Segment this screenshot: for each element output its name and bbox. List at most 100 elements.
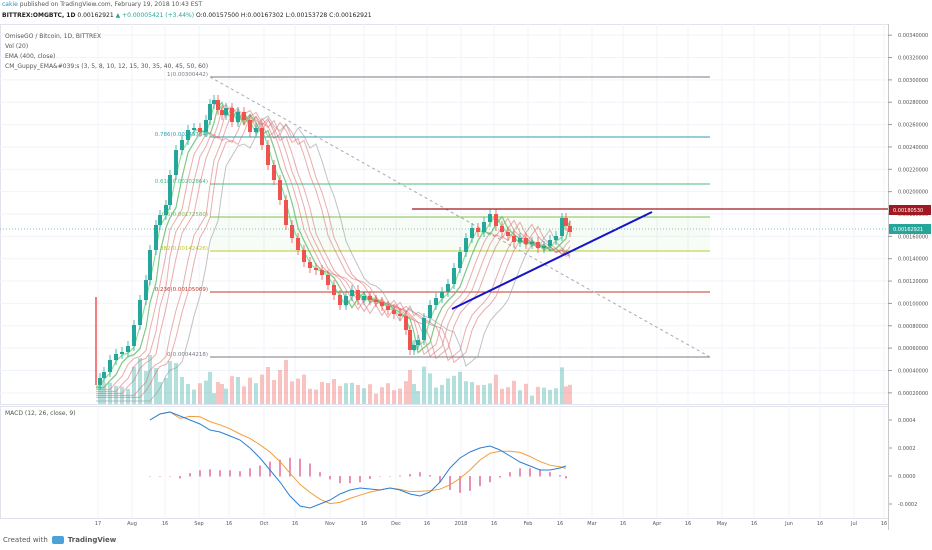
candle-body xyxy=(314,268,318,270)
candle-body xyxy=(404,316,408,330)
price-tag xyxy=(889,205,931,215)
macd-histogram-bar xyxy=(219,470,221,477)
volume-bar xyxy=(98,385,102,404)
candle-body xyxy=(344,296,348,305)
volume-bar xyxy=(428,373,432,404)
candle-body xyxy=(144,280,148,300)
candle-body xyxy=(392,310,396,314)
candle-body xyxy=(236,112,240,122)
candle-body xyxy=(536,242,540,248)
volume-bar xyxy=(488,383,492,404)
macd-histogram-bar xyxy=(149,476,151,477)
volume-bar xyxy=(132,366,136,404)
macd-pane-border xyxy=(0,406,889,519)
candle-body xyxy=(530,242,534,244)
axes: 0.00340000 0.00320000 0.00300000 0.00280000… xyxy=(95,24,931,530)
candle-body xyxy=(320,270,324,275)
candle-body xyxy=(332,285,336,295)
tradingview-brand[interactable]: TradingView xyxy=(67,536,117,544)
macd-tick-label: 0.0004 xyxy=(898,418,916,424)
volume-bar xyxy=(212,393,216,404)
legend-ema[interactable]: EMA (400, close) xyxy=(5,53,56,60)
legend-guppy[interactable]: CM_Guppy_EMA&#039;s (3, 5, 8, 10, 12, 15… xyxy=(5,63,209,70)
volume-bar xyxy=(260,374,264,404)
volume-bar xyxy=(198,383,202,404)
macd-histogram-bar xyxy=(249,468,251,477)
candle-body xyxy=(446,284,450,292)
price-tag-label: 0.00180530 xyxy=(893,208,923,214)
volume-bar xyxy=(476,385,480,404)
candle-body xyxy=(542,246,546,248)
candle-body xyxy=(518,238,522,242)
high-value: 0.00167302 xyxy=(247,12,284,19)
candle-body xyxy=(308,262,312,268)
macd-line xyxy=(149,411,567,509)
fib-level-label: 0.236(0.00105069) xyxy=(155,287,208,293)
macd-histogram-bar xyxy=(479,476,481,487)
time-tick-label: 16 xyxy=(162,521,168,527)
volume-bar xyxy=(272,380,276,404)
candle-body xyxy=(560,218,564,236)
candle-body xyxy=(290,225,294,238)
volume-bar xyxy=(220,384,224,404)
author-link[interactable]: cakie xyxy=(2,1,18,8)
macd-tick-label: 0.0002 xyxy=(898,446,916,452)
candle-body xyxy=(386,306,390,310)
macd-histogram-bar xyxy=(509,472,511,477)
macd-histogram-bar xyxy=(449,476,451,490)
guppy-ema-line xyxy=(96,115,571,402)
volume-bar xyxy=(332,379,336,404)
fib-level-label: 0.382(0.00142426) xyxy=(155,246,208,252)
low-value: 0.00153728 xyxy=(290,12,328,19)
volume-bar xyxy=(398,388,402,404)
trend-drawings[interactable] xyxy=(0,208,888,310)
candle-body xyxy=(476,228,480,232)
fib-level-label: 0(0.00044218) xyxy=(167,352,208,358)
volume-bar xyxy=(338,386,342,404)
time-tick-label: 16 xyxy=(292,521,298,527)
volume-bar xyxy=(290,381,294,404)
macd-pane: 0.0004 0.0002 0.0000 -0.0002 xyxy=(149,411,917,509)
candle-body xyxy=(362,296,366,300)
macd-histogram-bar xyxy=(369,476,371,479)
candle-body xyxy=(428,305,432,318)
time-tick-label: Apr xyxy=(653,521,663,527)
candle-body xyxy=(326,275,330,285)
volume-bar xyxy=(174,363,178,404)
candle-body xyxy=(524,238,528,244)
candle-body xyxy=(132,325,136,346)
candle-body xyxy=(260,128,264,145)
fib-level-label: 1(0.00300442) xyxy=(167,72,208,78)
macd-histogram-bar xyxy=(239,471,241,477)
volume-bar xyxy=(548,389,552,404)
volume-bar xyxy=(464,381,468,404)
candle-body xyxy=(554,236,558,240)
volume-bar xyxy=(542,387,546,404)
price-tick-label: 0.00140000 xyxy=(898,257,928,263)
volume-bar xyxy=(138,358,142,404)
open-label: O: xyxy=(196,12,203,19)
macd-legend[interactable]: MACD (12, 26, close, 9) xyxy=(5,410,76,417)
volume-bars xyxy=(98,355,572,404)
guppy-ema-line xyxy=(96,109,571,396)
price-tick-label: 0.00320000 xyxy=(898,56,928,62)
support-trendline xyxy=(451,211,653,310)
volume-bar xyxy=(380,387,384,404)
candle-body xyxy=(440,292,444,298)
macd-histogram-bar xyxy=(519,468,521,477)
time-tick-label: 16 xyxy=(751,521,757,527)
candle-body xyxy=(248,120,252,132)
volume-bar xyxy=(518,390,522,404)
legend-vol[interactable]: Vol (20) xyxy=(5,43,29,50)
macd-histogram-bar xyxy=(309,463,311,477)
volume-bar xyxy=(144,371,148,404)
price-tick-label: 0.00080000 xyxy=(898,324,928,330)
volume-bar xyxy=(408,370,412,404)
close-value: 0.00162921 xyxy=(335,12,372,19)
publish-info: cakie published on TradingView.com, Febr… xyxy=(2,1,202,8)
price-tick-label: 0.00280000 xyxy=(898,100,928,106)
candle-body xyxy=(126,346,130,352)
volume-bar xyxy=(458,371,462,404)
time-tick-label: 16 xyxy=(557,521,563,527)
